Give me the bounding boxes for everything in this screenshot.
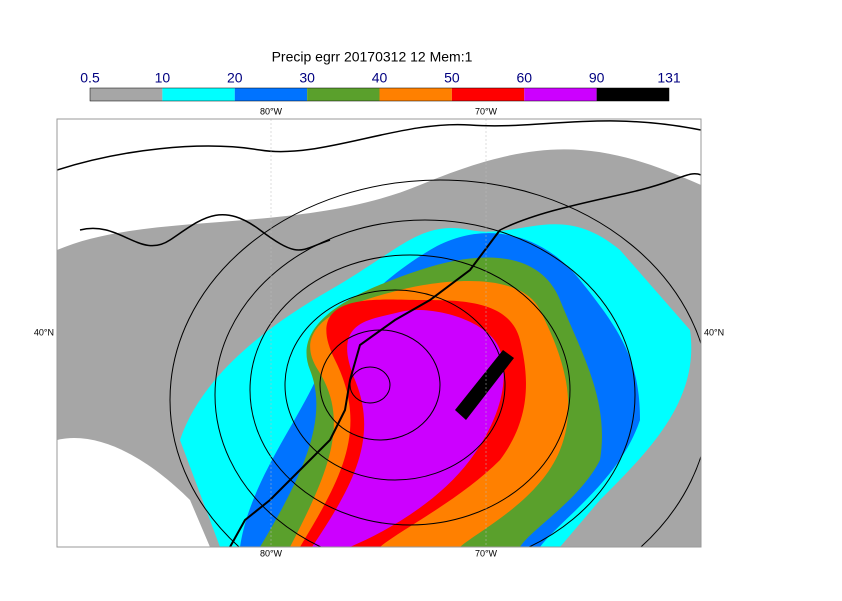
colorbar-label: 50 bbox=[444, 70, 460, 86]
overlay bbox=[57, 119, 701, 547]
lat-label: 40°N bbox=[704, 327, 724, 337]
colorbar-label: 30 bbox=[299, 70, 315, 86]
colorbar-segment bbox=[596, 88, 669, 101]
colorbar-segment bbox=[234, 88, 308, 101]
lon-label: 80°W bbox=[260, 548, 283, 558]
colorbar-segment bbox=[307, 88, 380, 101]
contour bbox=[169, 179, 701, 547]
coastline bbox=[499, 172, 701, 231]
map-frame bbox=[56, 118, 702, 548]
precip-area bbox=[57, 438, 210, 547]
lat-label: 40°N bbox=[34, 327, 54, 337]
precip-area bbox=[455, 350, 514, 420]
lon-label: 70°W bbox=[475, 106, 498, 116]
contour bbox=[284, 289, 506, 481]
colorbar-segment bbox=[379, 88, 452, 101]
colorbar-label: 20 bbox=[227, 70, 243, 86]
colorbar-label: 90 bbox=[589, 70, 605, 86]
contour bbox=[349, 366, 391, 404]
colorbar: 0.5 10 20 30 40 50 60 90 131 bbox=[80, 70, 681, 102]
colorbar-frame bbox=[89, 87, 670, 102]
colorbar-label: 60 bbox=[516, 70, 532, 86]
colorbar-segment bbox=[90, 88, 163, 101]
colorbar-label: 10 bbox=[155, 70, 171, 86]
colorbar-segment bbox=[524, 88, 597, 101]
colorbar-segment bbox=[451, 88, 525, 101]
contour bbox=[214, 219, 636, 547]
coastline bbox=[57, 120, 701, 171]
colorbar-label: 0.5 bbox=[80, 70, 100, 86]
contour bbox=[249, 254, 571, 526]
colorbar-label: 40 bbox=[372, 70, 388, 86]
contour bbox=[319, 329, 441, 441]
lon-label: 70°W bbox=[475, 548, 498, 558]
precip-field bbox=[57, 149, 701, 547]
coastline bbox=[229, 229, 501, 547]
colorbar-label: 131 bbox=[657, 70, 681, 86]
coastline bbox=[79, 213, 331, 251]
title: Precip egrr 20170312 12 Mem:1 bbox=[272, 49, 473, 65]
lon-label: 80°W bbox=[260, 106, 283, 116]
colorbar-segment bbox=[162, 88, 235, 101]
